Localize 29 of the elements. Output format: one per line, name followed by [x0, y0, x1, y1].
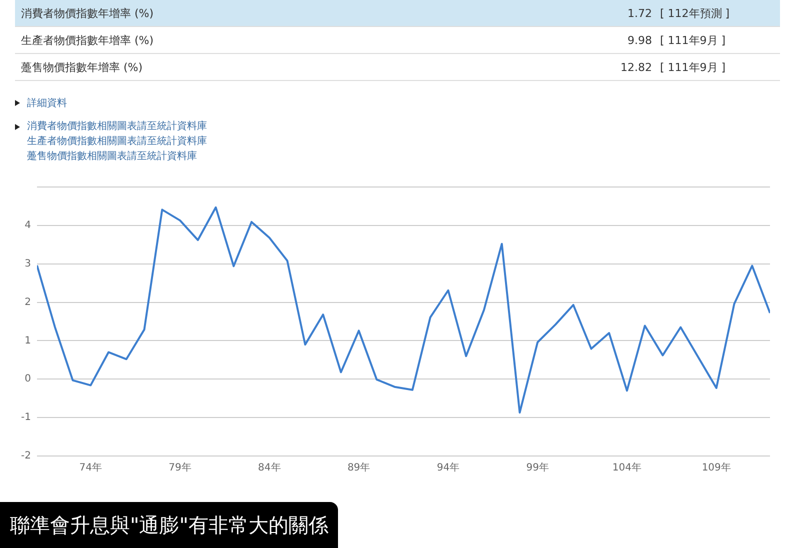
x-tick-label: 94年 [436, 462, 460, 474]
x-tick-label: 109年 [702, 462, 731, 474]
y-tick-label: 1 [24, 335, 31, 346]
text: 12.82 [620, 60, 652, 74]
text: [ 111年9月 ] [659, 60, 727, 74]
text: 聯準會升息與"通膨"有非常大的關係 [0, 502, 338, 548]
text: 躉售物價指數相關圖表請至統計資料庫 [27, 150, 197, 164]
text: 消費者物價指數相關圖表請至統計資料庫 [27, 120, 207, 134]
text: 詳細資料 [26, 96, 67, 110]
x-tick-label: 104年 [612, 462, 642, 474]
y-tick-label: 4 [24, 220, 31, 232]
y-tick-label: -2 [21, 450, 31, 462]
text: 消費者物價指數年增率 (%) [20, 6, 155, 20]
x-tick-label: 99年 [526, 462, 549, 474]
text: [ 112年預測 ] [659, 6, 731, 20]
text: 生產者物價指數年增率 (%) [20, 32, 155, 48]
text: 生產者物價指數相關圖表請至統計資料庫 [27, 134, 207, 149]
x-tick-label: 79年 [168, 462, 192, 474]
x-tick-label: 74年 [79, 462, 102, 474]
y-tick-label: 0 [24, 374, 31, 385]
y-tick-label: -1 [21, 412, 31, 424]
x-tick-label: 89年 [347, 462, 370, 474]
y-tick-label: 2 [24, 296, 31, 308]
text: 1.72 [626, 6, 652, 20]
text: [ 111年9月 ] [659, 32, 727, 48]
text: 躉售物價指數年增率 (%) [20, 60, 144, 74]
x-tick-label: 84年 [258, 462, 281, 474]
y-tick-label: 3 [24, 258, 31, 270]
text: 9.98 [626, 34, 652, 46]
